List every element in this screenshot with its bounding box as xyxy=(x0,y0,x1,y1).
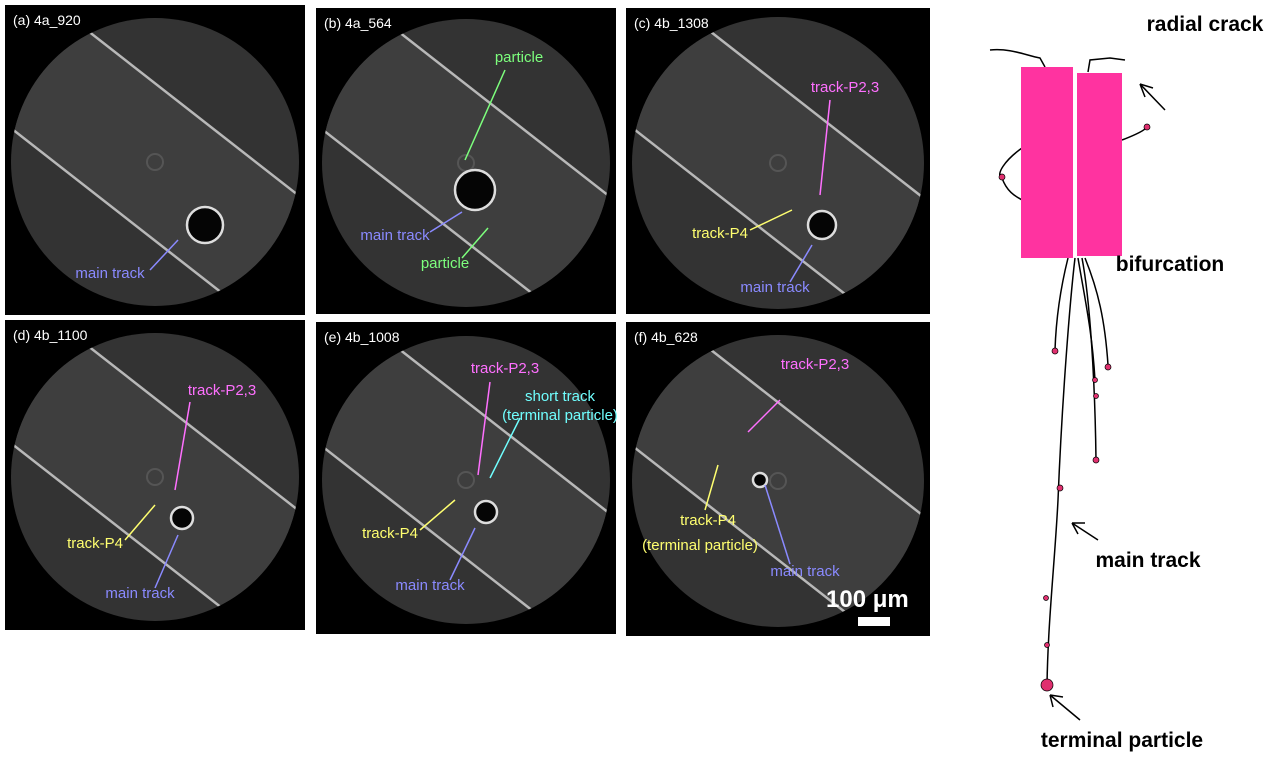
particle xyxy=(1144,124,1150,130)
annotation: main track xyxy=(740,279,810,296)
hole xyxy=(753,473,767,487)
fragment xyxy=(1077,73,1122,256)
annotation: main track xyxy=(395,577,465,594)
annotation: (terminal particle) xyxy=(502,407,618,424)
scale-bar xyxy=(858,617,890,626)
crack xyxy=(990,50,1045,67)
arrow xyxy=(1072,523,1098,540)
crack xyxy=(1088,58,1125,72)
particle xyxy=(1093,378,1098,383)
hole xyxy=(808,211,836,239)
scale-bar-label: 100 μm xyxy=(826,586,909,613)
annotation: track-P2,3 xyxy=(811,79,879,96)
arrow xyxy=(1050,695,1080,720)
panel-label: (c) 4b_1308 xyxy=(634,15,709,31)
main-track xyxy=(1047,258,1075,685)
particle xyxy=(1041,679,1053,691)
particle xyxy=(1044,596,1049,601)
particle xyxy=(1052,348,1058,354)
annotation: particle xyxy=(495,49,543,66)
particle xyxy=(1045,643,1050,648)
particle xyxy=(1093,457,1099,463)
annotation: track-P4 xyxy=(692,225,748,242)
panel-label: (a) 4a_920 xyxy=(13,12,81,28)
figure: (a) 4a_920main track (b) 4a_564 particle ma… xyxy=(0,0,1288,766)
annotation: particle xyxy=(421,255,469,272)
hole xyxy=(187,207,223,243)
diagram-label: bifurcation xyxy=(1116,253,1225,276)
annotation: short track xyxy=(525,388,596,405)
annotation: track-P4 xyxy=(67,535,123,552)
particle xyxy=(999,174,1005,180)
panel-label: (f) 4b_628 xyxy=(634,329,698,345)
diagram-label: main track xyxy=(1095,549,1200,572)
annotation: main track xyxy=(75,265,145,282)
fragment xyxy=(1021,67,1073,258)
annotation: track-P4 xyxy=(362,525,418,542)
annotation: track-P2,3 xyxy=(781,356,849,373)
panel-label: (e) 4b_1008 xyxy=(324,329,400,345)
diagram-label: radial crack xyxy=(1147,13,1264,36)
hole xyxy=(475,501,497,523)
particle xyxy=(1057,485,1063,491)
track xyxy=(1055,258,1068,350)
panel-label: (d) 4b_1100 xyxy=(13,327,88,343)
annotation: track-P2,3 xyxy=(471,360,539,377)
arrow xyxy=(1140,84,1165,110)
particle xyxy=(1105,364,1111,370)
annotation: track-P4 xyxy=(680,512,736,529)
annotation: main track xyxy=(360,227,430,244)
panel-label: (b) 4a_564 xyxy=(324,15,392,31)
particle xyxy=(1094,394,1099,399)
hole xyxy=(455,170,495,210)
annotation: (terminal particle) xyxy=(642,537,758,554)
hole xyxy=(171,507,193,529)
crack xyxy=(1122,127,1147,140)
diagram-label: terminal particle xyxy=(1041,729,1203,752)
annotation: track-P2,3 xyxy=(188,382,256,399)
annotation: main track xyxy=(105,585,175,602)
annotation: main track xyxy=(770,563,840,580)
